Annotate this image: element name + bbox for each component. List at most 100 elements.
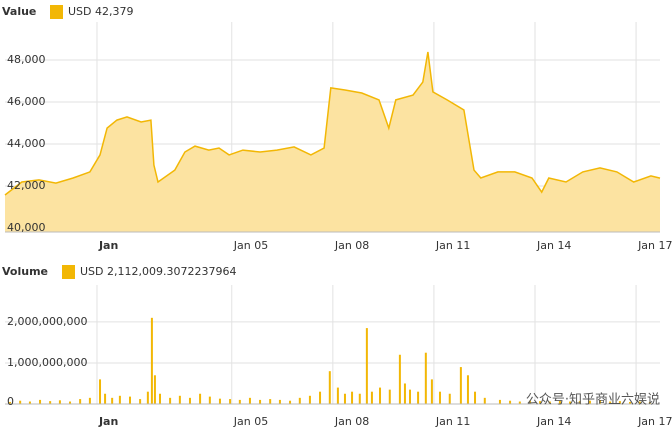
bar [498, 399, 501, 404]
bar [178, 395, 181, 404]
legend-title: Value [2, 5, 36, 18]
bar [379, 387, 382, 404]
bar [28, 401, 31, 404]
bar [336, 387, 339, 404]
x-tick-label: Jan 17 [637, 415, 672, 428]
area-fill [5, 52, 660, 232]
bar [146, 391, 149, 404]
bar [139, 399, 142, 404]
y-tick-label: 0 [7, 395, 14, 408]
bar [269, 399, 272, 404]
bar [69, 401, 72, 404]
bar [648, 401, 651, 404]
bar [609, 401, 612, 404]
bar [88, 397, 91, 404]
bar [629, 401, 632, 404]
bar [518, 401, 521, 404]
bar [39, 399, 42, 404]
watermark: 公众号·知乎商业六娱说 [526, 392, 660, 408]
bar [618, 401, 621, 404]
bar [19, 400, 22, 404]
bar [153, 375, 156, 404]
bar [466, 375, 469, 404]
bar [150, 317, 153, 404]
bar [129, 396, 132, 404]
bar [79, 399, 82, 404]
bar [578, 401, 581, 404]
bar [448, 393, 451, 404]
bar [351, 391, 354, 404]
bar [558, 400, 561, 404]
bar [388, 389, 391, 404]
x-tick-label: Jan 14 [536, 415, 571, 428]
legend-swatch [62, 265, 75, 279]
bar [259, 399, 262, 404]
bar [539, 401, 542, 404]
x-tick-label: Jan [98, 415, 118, 428]
x-tick-label: Jan 08 [334, 415, 369, 428]
bar [328, 371, 331, 404]
x-tick-label: Jan 05 [233, 239, 268, 252]
x-tick-label: Jan 14 [536, 239, 571, 252]
line [4, 51, 661, 196]
bar [438, 391, 441, 404]
bar [408, 389, 411, 404]
bar [430, 379, 433, 404]
x-tick-label: Jan 17 [637, 239, 672, 252]
y-tick-label: 48,000 [7, 53, 46, 66]
bar [278, 399, 281, 404]
bar [638, 401, 641, 404]
x-tick-label: Jan 11 [435, 415, 470, 428]
legend-label: USD 42,379 [68, 5, 134, 18]
bar [588, 400, 591, 404]
x-tick-label: Jan [98, 239, 118, 252]
bar [319, 391, 322, 404]
bar [208, 396, 211, 404]
bar [459, 367, 462, 404]
y-tick-label: 44,000 [7, 137, 46, 150]
bar [218, 398, 221, 404]
y-tick-label: 40,000 [7, 221, 46, 234]
bar [111, 397, 114, 404]
bar [158, 393, 161, 404]
bar [58, 400, 61, 404]
y-tick-label: 2,000,000,000 [7, 315, 87, 328]
y-tick-label: 46,000 [7, 95, 46, 108]
bar [403, 383, 406, 404]
x-tick-label: Jan 08 [334, 239, 369, 252]
x-tick-label: Jan 11 [435, 239, 470, 252]
bar [365, 328, 368, 404]
bar [308, 395, 311, 404]
bar [118, 395, 121, 404]
bar [238, 399, 241, 404]
bar [358, 393, 361, 404]
bar [188, 397, 191, 404]
bar [569, 401, 572, 404]
bar [199, 393, 202, 404]
bar [398, 354, 401, 404]
bar [424, 352, 427, 404]
bar [417, 391, 420, 404]
bar [99, 379, 102, 404]
y-tick-label: 42,000 [7, 179, 46, 192]
bar [169, 397, 172, 404]
bar [248, 397, 251, 404]
y-tick-label: 1,000,000,000 [7, 356, 87, 369]
bar [509, 400, 512, 404]
bar [9, 401, 12, 404]
bar [599, 400, 602, 404]
bar [49, 401, 52, 404]
bar [370, 391, 373, 404]
bar [289, 400, 292, 404]
legend-swatch [50, 5, 63, 19]
bar [343, 393, 346, 404]
legend-title: Volume [2, 265, 48, 278]
bar [474, 391, 477, 404]
x-tick-label: Jan 05 [233, 415, 268, 428]
bar [229, 399, 232, 404]
bar [548, 401, 551, 404]
bar [104, 393, 107, 404]
bar [528, 400, 531, 404]
bar [298, 397, 301, 404]
